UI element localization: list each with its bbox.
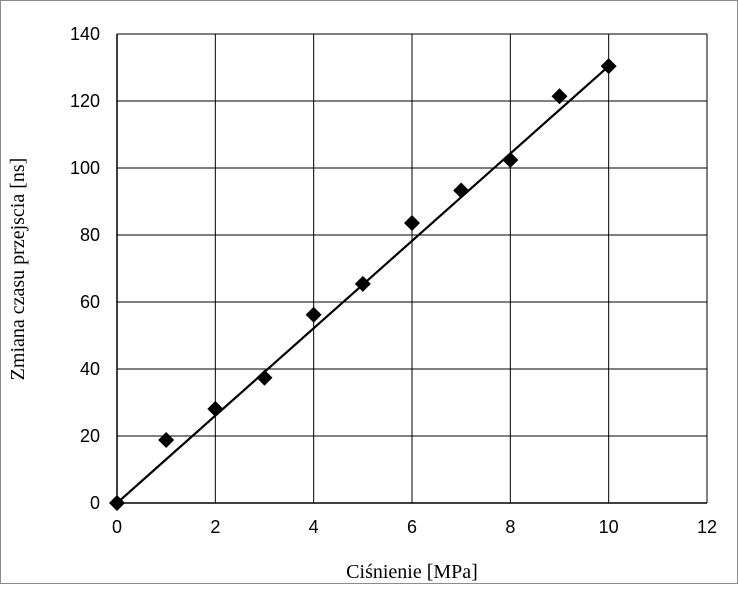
data-point [502, 151, 519, 168]
data-point [256, 369, 273, 386]
y-tick-label: 60 [80, 292, 100, 312]
data-point [600, 58, 617, 75]
data-point [354, 275, 371, 292]
y-tick-label: 120 [70, 91, 100, 111]
data-point [109, 495, 125, 511]
x-tick-label: 2 [210, 517, 220, 537]
data-point [404, 214, 420, 231]
data-point [305, 306, 322, 323]
axes [116, 34, 707, 504]
x-tick-label: 12 [697, 517, 717, 537]
data-point [207, 400, 224, 417]
x-tick-label: 0 [112, 517, 122, 537]
y-tick-label: 100 [70, 158, 100, 178]
y-tick-label: 40 [80, 359, 100, 379]
data-points [109, 58, 617, 511]
x-tick-label: 8 [505, 517, 515, 537]
y-tick-label: 80 [80, 225, 100, 245]
data-point [551, 88, 568, 105]
y-tick-label: 20 [80, 426, 100, 446]
data-point [158, 432, 175, 449]
x-tick-label: 4 [309, 517, 319, 537]
x-tick-label: 10 [599, 517, 619, 537]
x-axis-title: Ciśnienie [MPa] [346, 561, 478, 583]
y-tick-label: 0 [90, 493, 100, 513]
data-point [453, 182, 470, 199]
y-tick-label: 140 [70, 24, 100, 44]
grid [116, 33, 708, 504]
y-axis-title: Zmiana czasu przejscia [ns] [7, 158, 29, 381]
x-tick-label: 6 [407, 517, 417, 537]
